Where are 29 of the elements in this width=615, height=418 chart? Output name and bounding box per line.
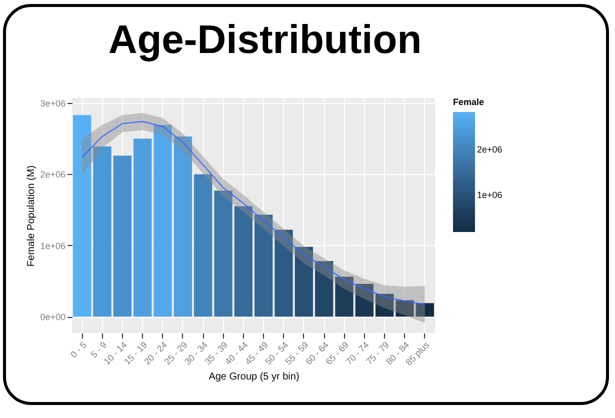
bar [315,261,334,317]
bar [376,294,394,317]
bar [416,303,434,317]
bar [396,300,414,317]
bar [154,125,172,317]
chart-title: Age-Distribution [107,18,423,63]
bar [134,138,152,317]
bar [174,136,192,317]
y-axis-title: Female Population (M) [26,165,38,267]
x-tick-label: 0 - 5 [68,340,88,360]
bar [274,230,293,317]
color-bar-label: 2e+06 [477,144,502,155]
y-tick-label: 2e+06 [40,170,66,180]
bar [194,174,212,317]
bar [113,156,132,317]
bar [335,276,354,317]
legend-title: Female [453,97,484,107]
bar [93,146,112,317]
y-tick-label: 1e+06 [40,240,66,251]
color-bar-label: 1e+06 [477,190,502,200]
bar [355,284,374,317]
bar [214,190,232,317]
bar [254,214,273,317]
bar [234,206,252,317]
x-axis-title: Age Group (5 yr bin) [208,371,300,382]
y-tick-label: 0e+00 [40,312,66,322]
y-tick-label: 3e+06 [40,98,66,108]
bar [294,246,313,317]
bar [73,115,92,317]
